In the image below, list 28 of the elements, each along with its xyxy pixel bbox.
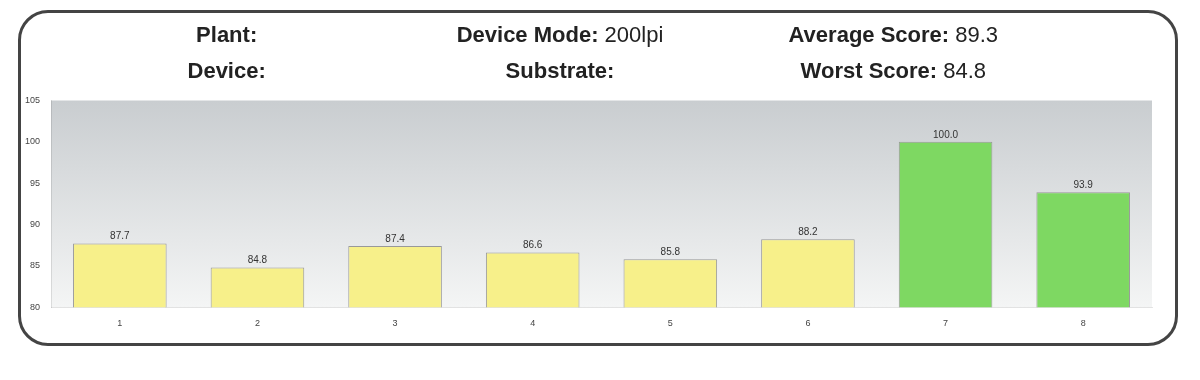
data-label: 100.0 [933, 128, 959, 140]
y-tick-label: 105 [24, 94, 41, 105]
x-tick-label: 6 [805, 318, 811, 329]
data-label: 86.6 [522, 239, 543, 251]
data-label: 84.8 [247, 254, 268, 266]
x-tick-label: 4 [530, 318, 536, 329]
y-tick-label: 90 [30, 218, 41, 229]
x-tick-label: 8 [1080, 318, 1086, 329]
y-tick-label: 95 [30, 177, 41, 188]
data-label: 93.9 [1073, 178, 1094, 190]
data-label: 87.4 [385, 232, 406, 244]
x-tick-label: 7 [943, 318, 949, 329]
data-label: 85.8 [660, 245, 681, 257]
x-tick-label: 5 [667, 318, 673, 329]
y-tick-label: 80 [30, 301, 41, 312]
text: Device Mode: 200lpi [455, 21, 665, 49]
x-tick-label: 1 [117, 318, 123, 329]
x-tick-label: 2 [254, 318, 260, 329]
y-tick-label: 100 [24, 136, 41, 147]
text: Device: [187, 58, 266, 83]
data-label: 87.7 [110, 230, 130, 242]
text: Plant: [196, 22, 258, 47]
text: Worst Score: 84.8 [799, 57, 988, 85]
text: Average Score: 89.3 [787, 21, 1000, 49]
data-label: 88.2 [798, 226, 819, 238]
x-tick-label: 3 [392, 318, 398, 329]
y-tick-label: 85 [30, 260, 41, 271]
text: Substrate: [505, 58, 615, 83]
